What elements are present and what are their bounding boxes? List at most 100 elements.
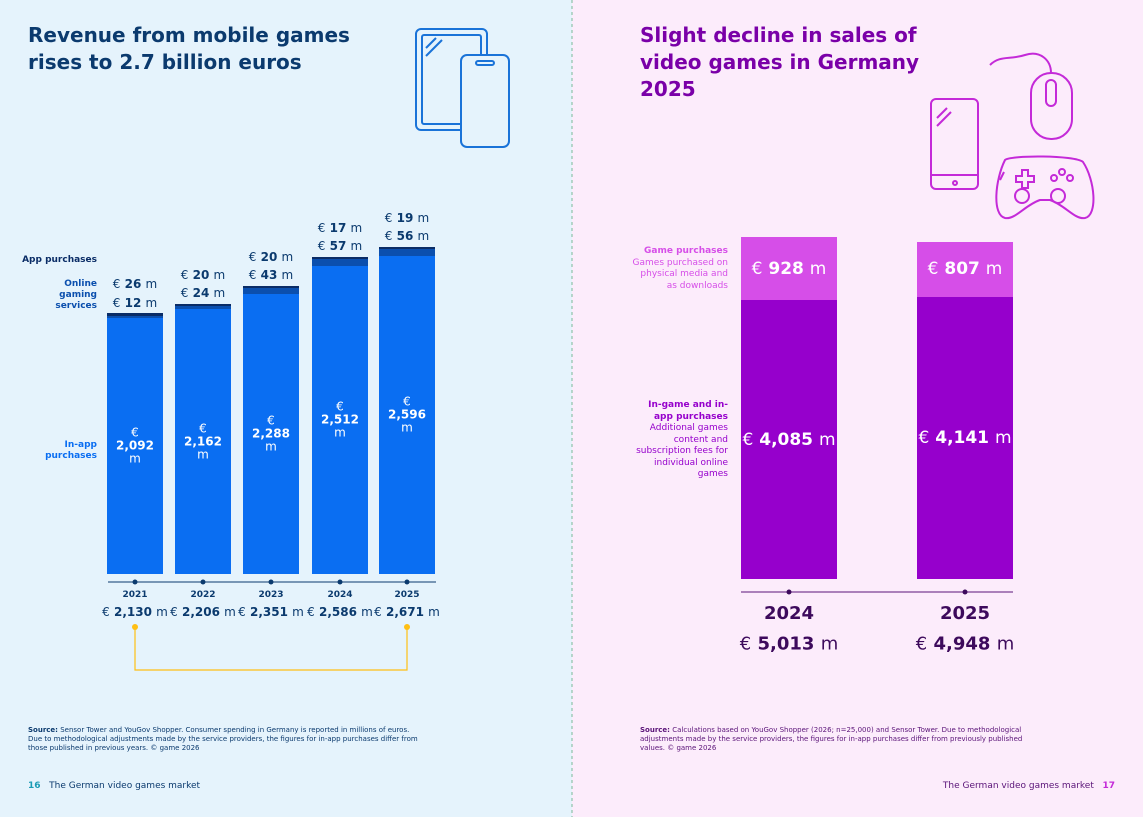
page-number: 17: [1102, 781, 1115, 791]
value-label-part: €: [180, 285, 189, 300]
value-label-part: 2,162: [184, 434, 222, 449]
x-tick-label: 2025: [939, 603, 991, 624]
value-label-part: 2,351: [249, 605, 288, 619]
x-tick-label: 2024: [763, 603, 815, 624]
value-label-part: m: [213, 285, 226, 300]
value-label-part: 2,130: [113, 605, 152, 619]
value-label-part: 56: [396, 228, 414, 243]
bar-segment: [379, 249, 435, 256]
axis-dot: [786, 589, 792, 595]
bar-segment: [379, 246, 435, 250]
legend-label: App purchases: [22, 255, 97, 265]
value-label-part: 2,092: [116, 438, 154, 453]
value-label-part: m: [818, 429, 836, 450]
value-label-part: 4,085: [759, 429, 814, 450]
value-label: € 807 m: [928, 259, 1003, 279]
value-label-part: €: [199, 421, 207, 436]
value-label-part: m: [334, 425, 346, 440]
value-label-part: m: [145, 277, 158, 292]
value-label-part: €: [180, 267, 189, 282]
value-label-part: €: [170, 605, 178, 619]
axis-dot: [200, 579, 206, 585]
value-label: €2,092 m: [116, 426, 154, 465]
x-tick-label: 2023: [258, 590, 284, 600]
bar-segment: [312, 266, 368, 574]
value-label: €2,596 m: [388, 395, 426, 434]
chart-title: Slight decline in sales of video games i…: [640, 23, 920, 101]
total-label: € 2,586 m: [307, 605, 373, 619]
source-text: Calculations based on YouGov Shopper (20…: [640, 726, 1023, 752]
value-label-part: m: [265, 439, 277, 454]
value-label-part: €: [918, 427, 930, 448]
value-label-part: €: [742, 429, 754, 450]
value-label-part: €: [102, 605, 110, 619]
bar-segment: [175, 309, 231, 574]
value-label-part: m: [985, 259, 1003, 280]
legend-entry: In-game and in-app purchases Additional g…: [632, 400, 728, 481]
value-label-part: 2,288: [252, 426, 290, 441]
axis-dot: [132, 579, 138, 585]
value-label-part: €: [751, 258, 763, 279]
source-note: Source: Calculations based on YouGov Sho…: [640, 726, 1030, 753]
page-number: 16: [28, 781, 41, 791]
value-label: €2,162 m: [184, 422, 222, 461]
value-label-part: m: [417, 228, 430, 243]
value-label-part: m: [281, 268, 294, 283]
axis-dot: [962, 589, 968, 595]
value-label-part: €: [248, 250, 257, 264]
value-label: € 24 m: [181, 286, 225, 300]
value-label-part: €: [267, 413, 275, 428]
value-label-part: €: [131, 425, 139, 440]
bar-segment: [917, 241, 1013, 297]
value-label-part: m: [820, 633, 839, 655]
value-label-part: €: [403, 394, 411, 409]
value-label-part: 19: [396, 210, 414, 225]
value-label-part: 5,013: [757, 633, 815, 655]
value-label: € 4,141 m: [918, 428, 1011, 448]
bar-segment: [107, 316, 163, 318]
value-label-part: m: [350, 221, 363, 236]
value-label-part: m: [224, 605, 236, 619]
bar-segment: [741, 237, 837, 301]
footer: 16 The German video games market: [28, 781, 200, 791]
value-label-part: m: [156, 605, 168, 619]
device-icon: [415, 28, 510, 148]
value-label: €2,288 m: [252, 414, 290, 453]
value-label-part: m: [417, 210, 430, 225]
value-label-part: €: [112, 277, 121, 292]
bar-segment: [107, 317, 163, 574]
source-label: Source:: [640, 726, 670, 734]
value-label-part: €: [374, 605, 382, 619]
value-label-part: €: [317, 221, 326, 236]
axis-dot: [337, 579, 343, 585]
value-label-part: m: [428, 605, 440, 619]
legend-label: In-app purchases: [45, 440, 97, 461]
value-label-part: m: [994, 427, 1012, 448]
value-label-part: 12: [124, 296, 142, 310]
bracket-dot: [404, 624, 410, 630]
chart-title: Revenue from mobile games rises to 2.7 b…: [28, 23, 350, 74]
right-panel: [572, 0, 1143, 817]
value-label-part: 2,671: [385, 605, 424, 619]
bar-segment: [243, 293, 299, 574]
value-label-part: €: [384, 228, 393, 243]
value-label-part: €: [927, 259, 939, 280]
value-label-part: 928: [768, 258, 804, 279]
bar-segment: [243, 286, 299, 289]
bar-segment: [107, 313, 163, 317]
value-label-part: 26: [124, 277, 142, 292]
bar-segment: [243, 288, 299, 294]
value-label: € 928 m: [752, 259, 827, 279]
value-label: € 19 m: [385, 211, 429, 225]
value-label-part: €: [307, 605, 315, 619]
legend-label: In-game and in-app purchases: [648, 400, 728, 422]
footer-text: The German video games market: [49, 781, 201, 791]
value-label-part: m: [350, 239, 363, 254]
bar-segment: [175, 303, 231, 307]
value-label-part: €: [238, 605, 246, 619]
value-label-part: m: [292, 605, 304, 619]
x-tick-label: 2021: [122, 590, 148, 600]
source-label: Source:: [28, 726, 58, 734]
